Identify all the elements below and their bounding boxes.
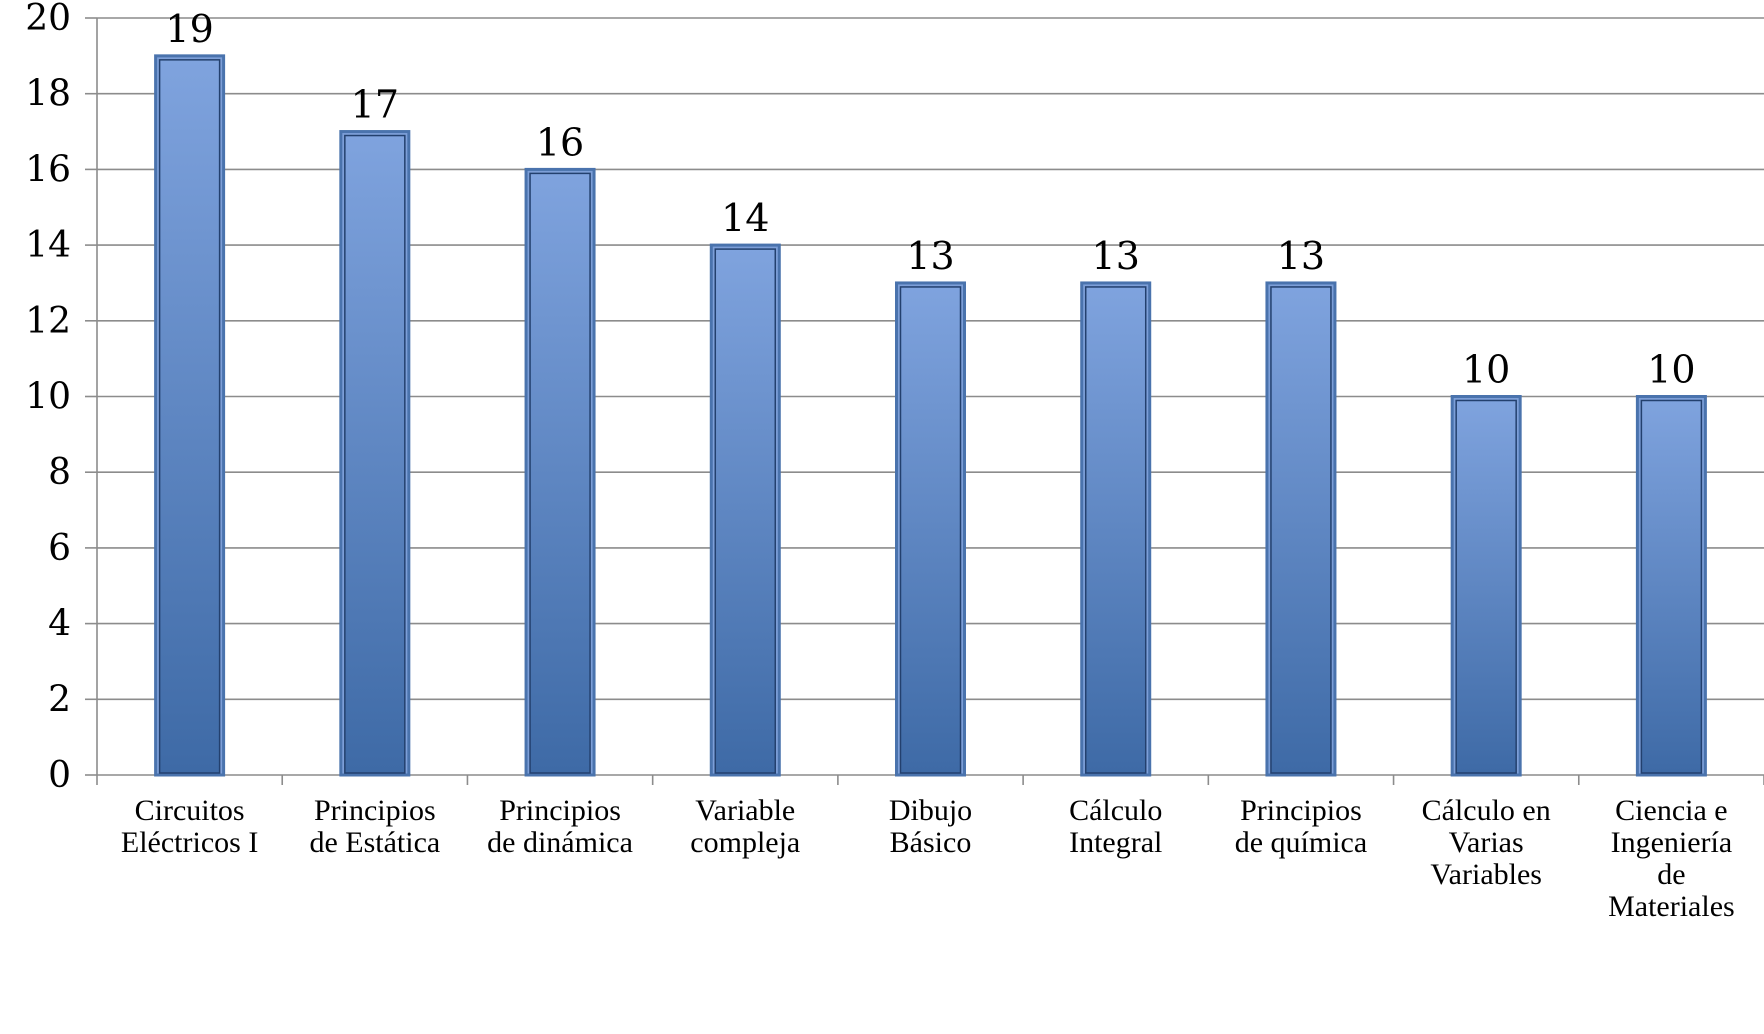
data-label: 13 <box>1277 234 1325 278</box>
bar-fill <box>1640 399 1703 774</box>
y-tick-label: 12 <box>25 301 71 342</box>
x-tick-label: Ciencia e Ingeniería de Materiales <box>1608 794 1735 923</box>
x-tick-label-line: Integral <box>1069 826 1162 859</box>
y-tick-label: 4 <box>48 604 71 645</box>
x-tick-label-line: Cálculo en <box>1422 794 1551 827</box>
x-tick-label: Dibujo Básico <box>889 794 972 859</box>
bar-fill <box>529 172 591 774</box>
y-tick-label: 18 <box>25 74 71 115</box>
y-tick-label: 16 <box>25 149 71 190</box>
data-label: 10 <box>1647 348 1695 392</box>
x-tick-label: Principios de Estática <box>309 794 440 859</box>
bar <box>339 130 411 777</box>
data-label: 16 <box>536 120 584 164</box>
bar <box>1450 395 1522 777</box>
data-label: 14 <box>721 196 769 240</box>
x-tick-label-line: Ingeniería <box>1611 826 1733 859</box>
x-tick-label: Cálculo en Varias Variables <box>1422 794 1551 891</box>
y-tick-label: 6 <box>48 528 71 569</box>
x-tick-label: Cálculo Integral <box>1069 794 1162 859</box>
x-tick-label-line: Variable <box>695 794 795 827</box>
bar-fill <box>1084 286 1147 774</box>
bars <box>154 54 1707 777</box>
x-tick-label-line: Variables <box>1430 858 1542 891</box>
data-label: 13 <box>906 234 954 278</box>
bar-fill <box>158 59 221 774</box>
x-tick-label-line: Básico <box>890 826 972 859</box>
data-label: 10 <box>1462 348 1510 392</box>
x-tick-label-line: de <box>1657 858 1685 891</box>
x-tick-label-line: Varias <box>1449 826 1524 859</box>
y-tick-label: 14 <box>25 225 71 266</box>
x-tick-label: Variable compleja <box>690 794 800 859</box>
data-label: 19 <box>165 7 213 51</box>
x-tick-label-line: Circuitos <box>135 794 245 827</box>
x-tick-label: Circuitos Eléctricos I <box>121 794 258 859</box>
x-tick-label-line: Principios <box>1240 794 1362 827</box>
y-tick-label: 0 <box>48 755 71 796</box>
data-label: 17 <box>351 83 399 127</box>
x-tick-label-line: Materiales <box>1608 890 1735 923</box>
bar <box>1635 395 1707 777</box>
x-tick-label-line: Cálculo <box>1069 794 1162 827</box>
x-tick-label: Principios de química <box>1235 794 1367 859</box>
data-labels: 19 17 16 14 13 13 13 10 10 <box>165 7 1695 392</box>
data-label: 13 <box>1092 234 1140 278</box>
x-tick-label-line: de dinámica <box>487 826 633 859</box>
x-tick-label-line: compleja <box>690 826 800 859</box>
y-tick-label: 10 <box>25 377 71 418</box>
x-tick-label-line: de química <box>1235 826 1367 859</box>
bar <box>154 54 226 777</box>
x-tick-label: Principios de dinámica <box>487 794 633 859</box>
y-tick-label: 2 <box>48 679 71 720</box>
bar <box>1080 281 1152 777</box>
x-tick-label-line: Dibujo <box>889 794 972 827</box>
x-tick-label-line: Ciencia e <box>1615 794 1727 827</box>
bar-fill <box>1270 286 1332 774</box>
x-tick-label-line: Eléctricos I <box>121 826 258 859</box>
bar <box>709 243 781 777</box>
bar <box>1265 281 1337 777</box>
y-tick-label: 8 <box>48 452 71 493</box>
bar <box>895 281 966 777</box>
x-tick-label-line: Principios <box>314 794 436 827</box>
bar-fill <box>714 248 777 774</box>
bar <box>524 167 596 777</box>
y-tick-label: 20 <box>25 0 71 39</box>
y-tick-labels: 0 2 4 6 8 10 12 14 16 18 20 <box>25 0 71 796</box>
x-tick-label-line: Principios <box>499 794 621 827</box>
bar-fill <box>899 286 962 774</box>
bar-fill <box>344 134 406 774</box>
x-tick-label-line: de Estática <box>309 826 440 859</box>
bar-fill <box>1455 399 1517 774</box>
